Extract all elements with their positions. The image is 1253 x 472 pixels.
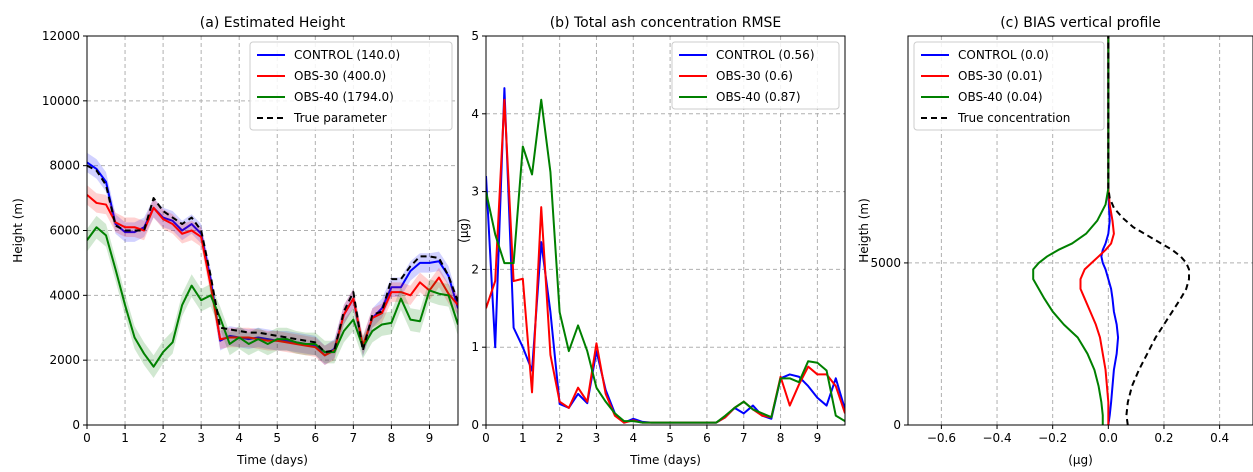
legend-label: True parameter [293, 111, 387, 125]
y-tick-label: 0 [471, 418, 479, 432]
y-tick-label: 0 [893, 418, 901, 432]
y-tick-label: 8000 [49, 159, 80, 173]
y-tick-label: 3 [471, 185, 479, 199]
y-tick-label: 10000 [42, 94, 80, 108]
legend-label: OBS-40 (0.87) [716, 90, 801, 104]
x-tick-label: 2 [556, 431, 564, 445]
chart-panel-1: 0 1 2 3 4 5 6 7 8 9 0 1 2 3 4 5 (b) Total ash concentrat… [457, 15, 846, 467]
x-tick-label: 0 [482, 431, 490, 445]
y-tick-label: 6000 [49, 224, 80, 238]
axes-frame [485, 35, 846, 426]
x-tick-label: 3 [593, 431, 601, 445]
legend: CONTROL (0.56) OBS-30 (0.6) OBS-40 (0.87) [671, 41, 840, 110]
y-tick-label: 1 [471, 340, 479, 354]
x-tick-label: −0.4 [982, 431, 1011, 445]
legend-box [671, 41, 840, 110]
chart-panel-2: −0.6 −0.4 −0.2 0.0 0.2 0.4 0 5000 (c) BIAS verti… [857, 15, 1253, 467]
legend-label: OBS-40 (1794.0) [294, 90, 394, 104]
y-tick-label: 5 [471, 29, 479, 43]
y-tick-label: 2000 [49, 353, 80, 367]
x-tick-label: −0.6 [927, 431, 956, 445]
series-line-0 [87, 161, 458, 357]
legend: CONTROL (0.0) OBS-30 (0.01) OBS-40 (0.04) T… [913, 41, 1105, 131]
legend-label: OBS-30 (400.0) [294, 69, 386, 83]
x-tick-label: 8 [777, 431, 785, 445]
x-tick-label: 3 [197, 431, 205, 445]
x-tick-label: 0.0 [1099, 431, 1118, 445]
x-tick-label: 4 [629, 431, 637, 445]
series-line-2 [486, 98, 845, 424]
legend-label: True concentration [957, 111, 1070, 125]
plot-area [87, 152, 458, 378]
legend-box [249, 41, 453, 131]
chart-panel-0: 0 1 2 3 4 5 6 7 8 9 0 2000 4000 6000 8000 10000 12000 (a)… [11, 15, 459, 467]
legend-label: OBS-40 (0.04) [958, 90, 1043, 104]
y-tick-label: 12000 [42, 29, 80, 43]
legend-label: CONTROL (0.0) [958, 48, 1049, 62]
series-line-2 [87, 226, 458, 368]
series-line-2 [1032, 36, 1110, 425]
x-tick-label: −0.2 [1038, 431, 1067, 445]
x-tick-label: 0.4 [1210, 431, 1229, 445]
x-tick-label: 7 [740, 431, 748, 445]
legend-label: CONTROL (0.56) [716, 48, 815, 62]
x-tick-label: 6 [703, 431, 711, 445]
axes-frame [907, 35, 1253, 426]
y-tick-label: 4000 [49, 288, 80, 302]
legend-label: OBS-30 (0.01) [958, 69, 1043, 83]
y-axis-label: Height (m) [11, 198, 25, 263]
chart-title: (b) Total ash concentration RMSE [550, 15, 782, 31]
series-band-2 [87, 215, 458, 378]
y-tick-label: 0 [72, 418, 80, 432]
plot-area [486, 87, 845, 424]
chart-title: (a) Estimated Height [200, 15, 346, 31]
y-axis-label: Heigth (m) [857, 198, 871, 263]
series-line-3 [1107, 36, 1191, 425]
chart-title: (c) BIAS vertical profile [1000, 15, 1161, 31]
x-tick-label: 5 [666, 431, 674, 445]
x-tick-label: 4 [235, 431, 243, 445]
x-tick-label: 0.2 [1154, 431, 1173, 445]
y-axis-label: (μg) [457, 218, 471, 243]
legend: CONTROL (140.0) OBS-30 (400.0) OBS-40 (179… [249, 41, 453, 131]
legend-label: OBS-30 (0.6) [716, 69, 793, 83]
x-tick-label: 0 [83, 431, 91, 445]
x-axis-label: Time (days) [236, 453, 308, 467]
series-line-3 [87, 164, 458, 354]
x-axis-label: Time (days) [629, 453, 701, 467]
y-tick-label: 4 [471, 107, 479, 121]
series-line-0 [486, 87, 845, 424]
series-line-1 [1079, 36, 1115, 425]
x-tick-label: 6 [311, 431, 319, 445]
legend-label: CONTROL (140.0) [294, 48, 400, 62]
x-axis-label: (μg) [1068, 453, 1093, 467]
x-tick-label: 5 [273, 431, 281, 445]
x-tick-label: 1 [519, 431, 527, 445]
x-tick-label: 9 [814, 431, 822, 445]
legend-box [913, 41, 1105, 131]
x-tick-label: 8 [388, 431, 396, 445]
series-line-0 [1100, 36, 1120, 425]
plot-area [1032, 36, 1191, 425]
x-tick-label: 1 [121, 431, 129, 445]
y-tick-label: 2 [471, 262, 479, 276]
x-tick-label: 9 [426, 431, 434, 445]
x-tick-label: 2 [159, 431, 167, 445]
x-tick-label: 7 [350, 431, 358, 445]
y-tick-label: 5000 [870, 256, 901, 270]
